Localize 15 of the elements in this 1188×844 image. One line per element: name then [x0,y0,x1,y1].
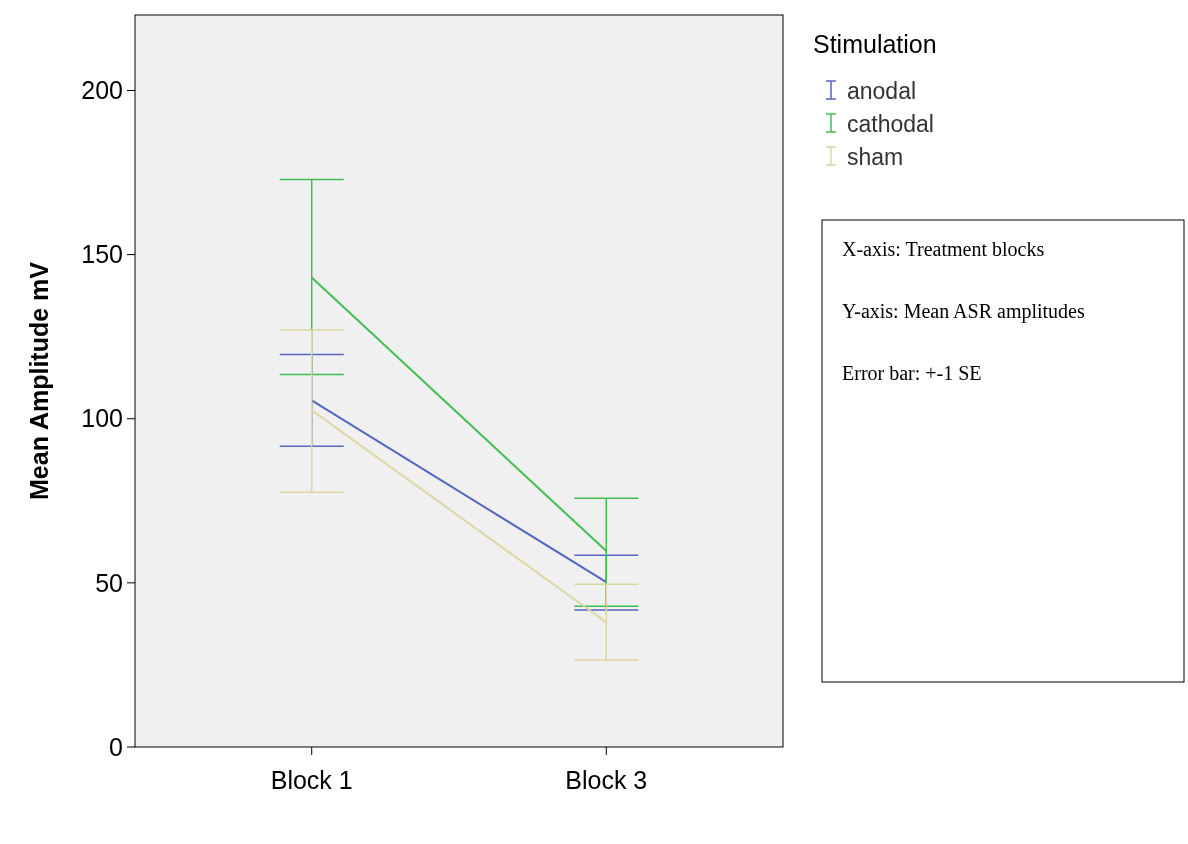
text: Error bar: +-1 SE [842,362,982,384]
legend-label: sham [847,144,904,170]
text: X-axis: Treatment blocks [842,238,1045,260]
legend-title: Stimulation [813,30,937,58]
y-tick-label: 100 [81,404,123,433]
x-tick-label: Block 1 [270,766,353,794]
y-tick-label: 0 [109,732,123,761]
y-tick-label: 50 [95,568,123,597]
text: Y-axis: Mean ASR amplitudes [842,300,1085,323]
y-tick-label: 200 [81,76,123,105]
y-axis-title: Mean Amplitude mV [25,261,53,500]
x-tick-label: Block 3 [565,766,648,794]
y-tick-label: 150 [81,240,123,269]
legend-label: cathodal [847,111,934,137]
legend-label: anodal [847,78,917,104]
